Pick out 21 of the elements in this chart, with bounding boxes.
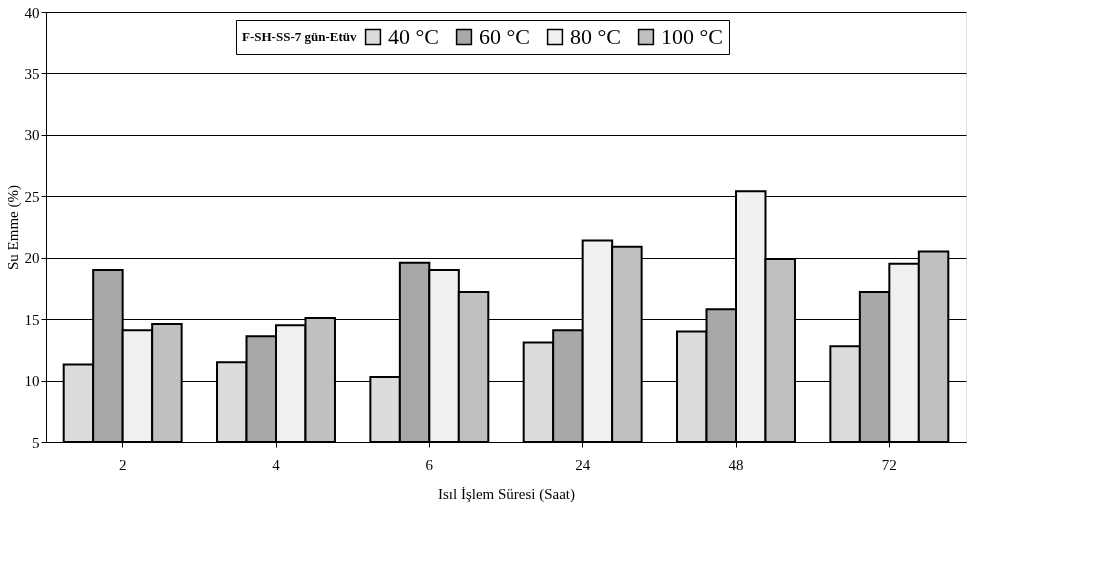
y-tick-label: 15 — [24, 311, 40, 328]
x-tick-label: 2 — [118, 456, 127, 473]
legend-label: 60 °C — [479, 24, 530, 49]
y-tick-label: 10 — [24, 373, 40, 390]
x-tick-label: 6 — [425, 456, 434, 473]
legend-label: 40 °C — [388, 24, 439, 49]
x-tick-label: 4 — [272, 456, 281, 473]
x-axis-title: Isıl İşlem Süresi (Saat) — [437, 485, 576, 503]
y-tick-label: 30 — [24, 127, 40, 144]
legend-label: 100 °C — [661, 24, 723, 49]
y-tick-label: 5 — [32, 434, 40, 451]
x-tick-label: 72 — [881, 456, 897, 473]
y-axis-title: Su Emme (%) — [4, 185, 22, 270]
x-tick-label: 48 — [728, 456, 744, 473]
y-tick-label: 35 — [24, 65, 40, 82]
y-tick-label: 40 — [24, 4, 40, 21]
x-tick-label: 24 — [575, 456, 591, 473]
legend-title: F-SH-SS-7 gün-Etüv — [242, 29, 357, 44]
legend-label: 80 °C — [570, 24, 621, 49]
y-tick-label: 20 — [24, 250, 40, 267]
y-tick-label: 25 — [24, 188, 40, 205]
